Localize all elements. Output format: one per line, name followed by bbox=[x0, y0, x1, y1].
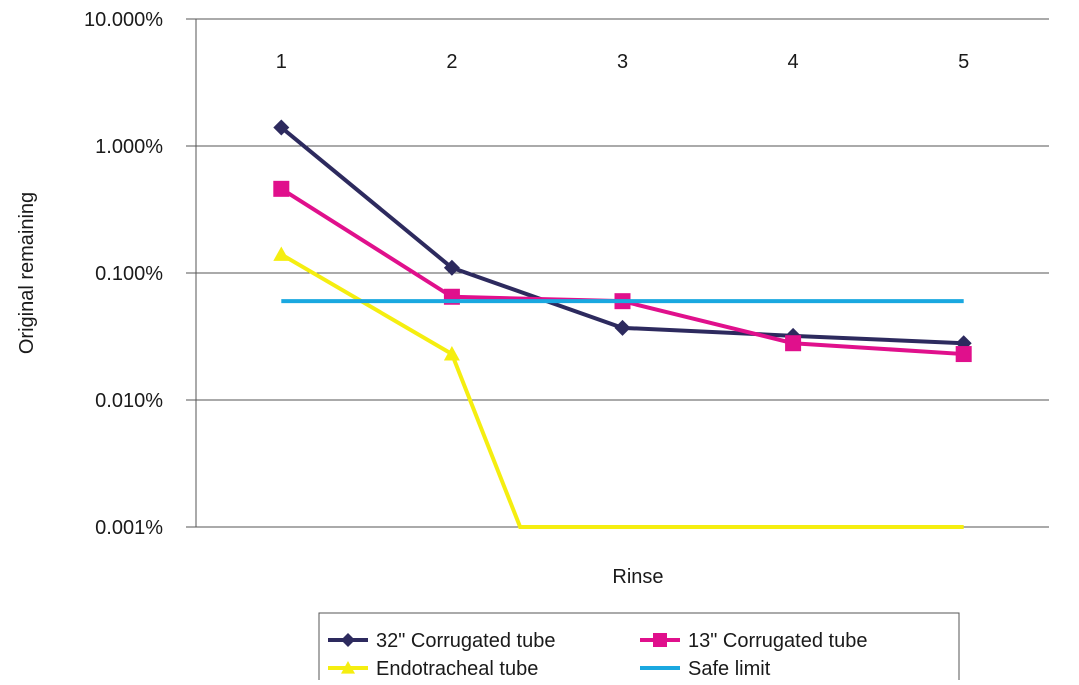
x-axis-label: Rinse bbox=[612, 566, 663, 588]
data-point-triangle bbox=[273, 246, 290, 261]
legend-box bbox=[318, 612, 960, 685]
grid-layer bbox=[196, 18, 1049, 528]
data-point-square bbox=[273, 180, 290, 197]
data-point-square bbox=[785, 335, 802, 352]
series-line-2 bbox=[280, 252, 964, 529]
y-tick-label: 0.100% bbox=[95, 263, 163, 285]
data-point-square bbox=[653, 633, 667, 647]
y-tick-label: 1.000% bbox=[95, 136, 163, 158]
legend-entry: 32" Corrugated tube bbox=[376, 630, 555, 652]
legend-entry: 13" Corrugated tube bbox=[688, 630, 867, 652]
series-line-0 bbox=[280, 125, 964, 346]
y-tick-label: 0.001% bbox=[95, 517, 163, 539]
data-point-diamond bbox=[614, 319, 631, 336]
x-tick-label: 1 bbox=[276, 51, 287, 73]
data-point-diamond bbox=[341, 633, 355, 647]
legend-entry: Endotracheal tube bbox=[376, 658, 538, 680]
y-tick-label: 0.010% bbox=[95, 390, 163, 412]
data-point-triangle bbox=[341, 661, 355, 674]
x-tick-label: 2 bbox=[446, 51, 457, 73]
data-point-triangle bbox=[443, 346, 460, 361]
x-tick-label: 3 bbox=[617, 51, 628, 73]
y-tick-label: 10.000% bbox=[84, 9, 163, 31]
x-tick-label: 5 bbox=[958, 51, 969, 73]
legend: 32" Corrugated tube 13" Corrugated tube En… bbox=[318, 612, 960, 685]
y-axis-label: Original remaining bbox=[16, 192, 38, 354]
x-tick-label: 4 bbox=[788, 51, 799, 73]
axis-layer: 10.000% 1.000% 0.100% 0.010% 0.001% 1 2 3 4 5 bbox=[84, 9, 969, 539]
data-point-diamond bbox=[273, 119, 290, 136]
series-layer bbox=[273, 119, 972, 529]
legend-entry: Safe limit bbox=[688, 658, 771, 680]
data-point-square bbox=[955, 346, 972, 363]
data-point-diamond bbox=[443, 259, 460, 276]
